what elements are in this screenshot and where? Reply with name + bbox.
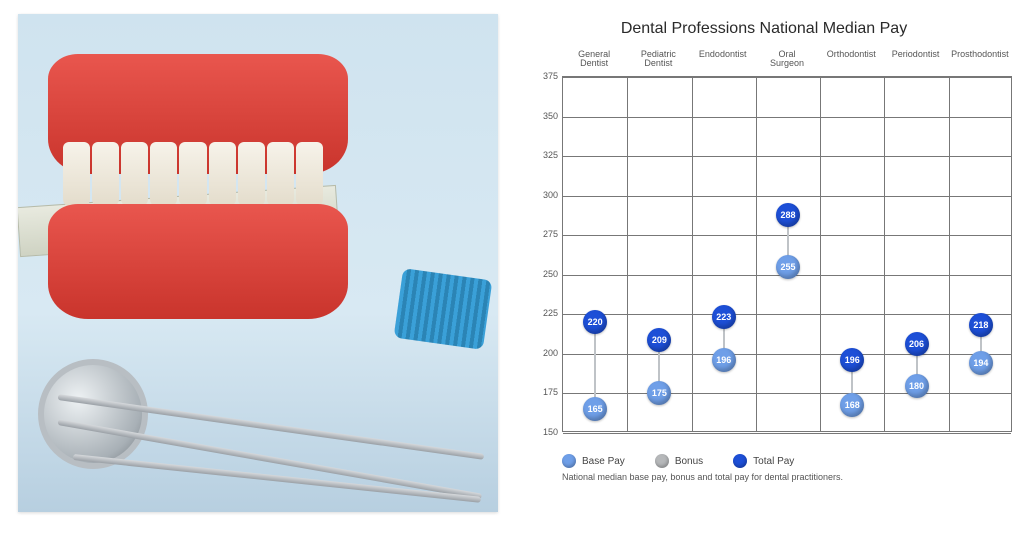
total-pay-dot: 206 xyxy=(905,332,929,356)
base-pay-dot: 168 xyxy=(840,393,864,417)
base-pay-dot: 194 xyxy=(969,351,993,375)
y-tick-label: 375 xyxy=(528,71,558,81)
chart-legend: Base Pay Bonus Total Pay xyxy=(562,454,1012,468)
legend-label: Total Pay xyxy=(753,456,794,467)
chart-title: Dental Professions National Median Pay xyxy=(516,20,1012,38)
base-pay-dot: 175 xyxy=(647,381,671,405)
y-tick-label: 175 xyxy=(528,387,558,397)
base-pay-dot: 180 xyxy=(905,374,929,398)
total-pay-dot: 218 xyxy=(969,313,993,337)
x-tick-label: Prosthodontist xyxy=(944,50,1016,59)
base-pay-dot: 255 xyxy=(776,255,800,279)
y-tick-label: 275 xyxy=(528,229,558,239)
hero-photo-panel: 100 100 xyxy=(0,0,510,536)
y-tick-label: 250 xyxy=(528,269,558,279)
x-tick-label: PediatricDentist xyxy=(622,50,694,69)
legend-item: Bonus xyxy=(655,454,703,468)
x-tick-label: Endodontist xyxy=(687,50,759,59)
x-tick-label: Periodontist xyxy=(880,50,952,59)
bonus-legend-dot xyxy=(655,454,669,468)
x-tick-label: OralSurgeon xyxy=(751,50,823,69)
base-pay-dot: 165 xyxy=(583,397,607,421)
y-tick-label: 200 xyxy=(528,348,558,358)
y-tick-label: 300 xyxy=(528,190,558,200)
y-tick-label: 350 xyxy=(528,111,558,121)
base-pay-dot: 196 xyxy=(712,348,736,372)
total-pay-dot: 220 xyxy=(583,310,607,334)
chart-caption: National median base pay, bonus and tota… xyxy=(562,472,1012,482)
x-tick-label: Orthodontist xyxy=(815,50,887,59)
total-pay-dot: 209 xyxy=(647,328,671,352)
legend-item: Total Pay xyxy=(733,454,794,468)
legend-item: Base Pay xyxy=(562,454,625,468)
total-pay-dot: 196 xyxy=(840,348,864,372)
total-pay-dot: 288 xyxy=(776,203,800,227)
y-tick-label: 225 xyxy=(528,308,558,318)
dental-mirror xyxy=(38,359,148,469)
x-tick-label: GeneralDentist xyxy=(558,50,630,69)
legend-label: Base Pay xyxy=(582,456,625,467)
median-pay-chart: 165 220 175 209 196 223 255 288 168 196 180 206 194 2… xyxy=(522,44,1012,444)
total-legend-dot xyxy=(733,454,747,468)
legend-label: Bonus xyxy=(675,456,703,467)
base-legend-dot xyxy=(562,454,576,468)
total-pay-dot: 223 xyxy=(712,305,736,329)
y-tick-label: 325 xyxy=(528,150,558,160)
toothbrush xyxy=(394,268,493,350)
hero-photo: 100 100 xyxy=(18,14,498,512)
y-tick-label: 150 xyxy=(528,427,558,437)
plot-area: 165 220 175 209 196 223 255 288 168 196 180 206 194 2… xyxy=(562,76,1012,432)
chart-panel: Dental Professions National Median Pay 1… xyxy=(510,0,1024,536)
